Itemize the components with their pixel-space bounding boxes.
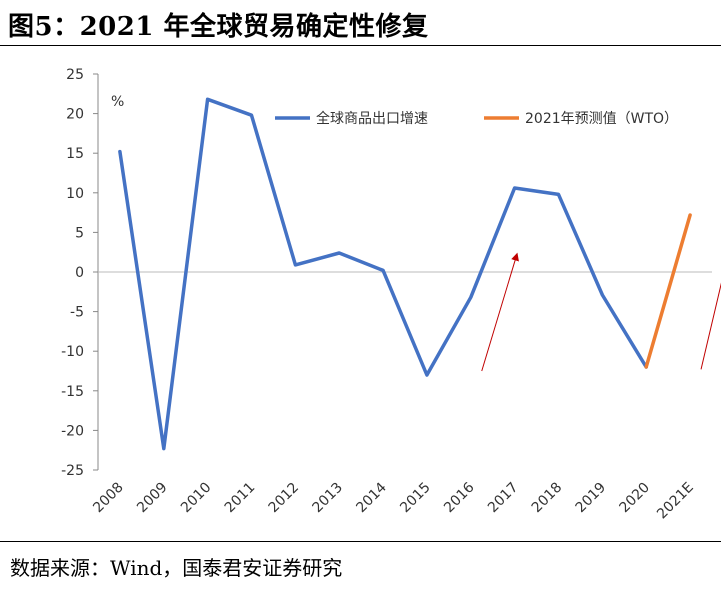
x-tick-label: 2020 — [617, 480, 654, 517]
y-unit-label: % — [111, 94, 124, 110]
y-tick-label: -5 — [70, 305, 84, 321]
x-tick-label: 2008 — [90, 480, 127, 517]
y-tick-label: 0 — [75, 265, 84, 281]
y-tick-label: 15 — [66, 146, 84, 162]
title-rule — [0, 45, 721, 46]
x-tick-label: 2009 — [134, 480, 171, 517]
y-tick-label: -20 — [61, 423, 84, 439]
x-tick-label: 2016 — [441, 479, 478, 516]
series-line-0 — [118, 97, 648, 451]
x-tick-label: 2021E — [654, 480, 697, 523]
trend-arrow-0 — [481, 252, 519, 372]
y-tick-label: -10 — [61, 344, 84, 360]
legend: 全球商品出口增速 2021年预测值（WTO） — [275, 110, 678, 127]
legend-label-export: 全球商品出口增速 — [316, 110, 428, 127]
x-tick-label: 2015 — [397, 480, 434, 517]
x-tick-label: 2011 — [222, 480, 259, 517]
x-tick-label: 2010 — [178, 480, 215, 517]
y-tick-label: -15 — [61, 384, 84, 400]
x-tick-label: 2012 — [266, 480, 303, 517]
x-tick-label: 2014 — [353, 479, 390, 516]
x-tick-label: 2019 — [573, 480, 610, 517]
y-tick-label: 20 — [66, 107, 84, 123]
x-tick-label: 2018 — [529, 480, 566, 517]
y-tick-label: -25 — [61, 463, 84, 479]
y-tick-label: 10 — [66, 186, 84, 202]
source-rule — [0, 541, 721, 542]
x-tick-label: 2017 — [485, 480, 522, 517]
figure-title: 图5：2021 年全球贸易确定性修复 — [8, 12, 429, 42]
x-tick-label: 2013 — [310, 480, 347, 517]
source-note: 数据来源：Wind，国泰君安证券研究 — [10, 556, 343, 580]
trend-arrow-1 — [700, 282, 721, 370]
y-tick-label: 25 — [66, 67, 84, 83]
series-line-1 — [644, 213, 692, 369]
y-tick-label: 5 — [75, 225, 84, 241]
legend-label-forecast: 2021年预测值（WTO） — [525, 111, 678, 127]
